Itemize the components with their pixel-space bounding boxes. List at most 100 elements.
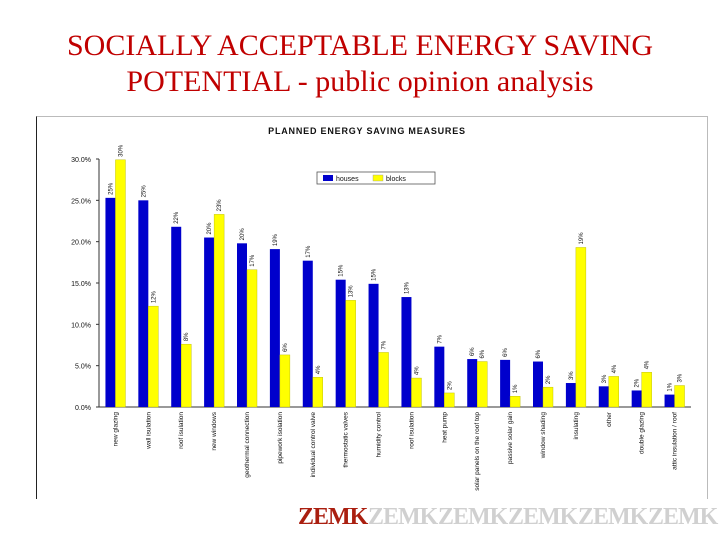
bar-blocks-8	[345, 300, 356, 408]
bar-blocks-3	[181, 343, 192, 408]
value-label-blocks-1: 30%	[118, 144, 124, 157]
bar-houses-6	[269, 249, 280, 407]
value-label-blocks-12: 6%	[480, 349, 486, 358]
bar-chart: PLANNED ENERGY SAVING MEASURES 0.0% 5.0% 1…	[71, 126, 691, 491]
bar-blocks-9	[378, 352, 389, 408]
value-label-blocks-17: 4%	[645, 360, 651, 369]
bar-houses-8	[335, 279, 346, 407]
value-label-blocks-9: 7%	[382, 340, 388, 349]
value-label-houses-3: 22%	[174, 211, 180, 224]
value-label-houses-11: 7%	[437, 334, 443, 343]
bar-blocks-6	[279, 354, 291, 408]
x-tick-label-15: insulating	[573, 412, 580, 440]
bar-blocks-10	[411, 377, 422, 408]
value-label-houses-8: 15%	[339, 264, 345, 277]
x-tick-label-10: roof isulation	[408, 412, 415, 449]
x-tick-label-4: new windows	[211, 411, 218, 450]
bar-blocks-12	[477, 361, 488, 408]
x-tick-label-18: attic insulation / roof	[672, 412, 679, 470]
bar-houses-2	[138, 200, 149, 407]
bar-houses-12	[467, 359, 478, 407]
value-label-houses-18: 1%	[668, 382, 674, 391]
value-label-blocks-13: 1%	[513, 384, 519, 393]
value-label-blocks-14: 2%	[546, 375, 552, 384]
slide-title: SOCIALLY ACCEPTABLE ENERGY SAVING POTENT…	[0, 28, 720, 100]
value-label-blocks-5: 17%	[250, 254, 256, 267]
value-label-houses-14: 6%	[536, 349, 542, 358]
x-tick-label-6: pipework isolation	[277, 412, 284, 464]
bar-blocks-16	[608, 376, 619, 408]
value-label-houses-7: 17%	[306, 245, 312, 258]
value-label-houses-12: 6%	[470, 347, 476, 356]
value-label-houses-6: 19%	[273, 233, 279, 246]
bars	[105, 159, 685, 408]
value-label-houses-1: 25%	[108, 182, 114, 195]
chart-frame: PLANNED ENERGY SAVING MEASURES 0.0% 5.0% 1…	[36, 116, 708, 499]
x-tick-label-8: thermostatic valves	[343, 411, 350, 467]
bar-blocks-4	[213, 214, 225, 408]
value-label-blocks-11: 2%	[447, 381, 453, 390]
bar-houses-7	[302, 260, 313, 407]
slide-title-line-1: SOCIALLY ACCEPTABLE ENERGY SAVING	[66, 29, 653, 62]
value-label-houses-4: 20%	[207, 222, 213, 235]
bar-houses-10	[401, 297, 412, 407]
x-tick-label-2: wall isulation	[145, 412, 152, 450]
value-label-blocks-3: 8%	[184, 332, 190, 341]
y-tick-label: 0.0%	[75, 405, 91, 412]
x-tick-label-12: solar panels on the roof top	[474, 412, 481, 491]
y-tick-labels: 0.0% 5.0% 10.0% 15.0% 20.0% 25.0% 30.0%	[71, 157, 99, 412]
zemk-logo-repeat: ZEMK	[508, 504, 579, 530]
bar-houses-9	[368, 283, 379, 407]
zemk-logo-repeat: ZEMK	[438, 504, 509, 530]
x-tick-label-1: new glazing	[112, 412, 119, 447]
bar-houses-11	[434, 346, 445, 407]
chart-title: PLANNED ENERGY SAVING MEASURES	[268, 126, 466, 136]
bar-blocks-17	[641, 372, 652, 408]
bar-houses-3	[171, 226, 182, 407]
bar-blocks-7	[312, 377, 323, 408]
value-label-blocks-2: 12%	[151, 290, 157, 303]
bar-houses-14	[533, 361, 543, 407]
bar-houses-17	[631, 390, 642, 407]
y-tick-label: 15.0%	[71, 281, 91, 288]
value-label-houses-17: 2%	[635, 378, 641, 387]
legend-swatch-blocks	[372, 174, 384, 182]
x-tick-label-3: roof isulation	[178, 412, 185, 449]
bar-blocks-5	[246, 269, 258, 408]
value-labels: 25% 30% 25% 12% 22% 8% 20% 23% 20% 17% 19% 6% 17% 4% 1…	[108, 144, 683, 393]
x-tick-label-7: individual control valve	[310, 412, 317, 478]
bar-blocks-15	[575, 247, 587, 408]
value-label-blocks-10: 4%	[414, 366, 420, 375]
y-tick-label: 20.0%	[71, 240, 91, 247]
bar-blocks-1	[115, 159, 126, 408]
x-tick-label-14: window shading	[540, 412, 547, 460]
bar-houses-18	[664, 394, 675, 407]
value-label-houses-2: 25%	[141, 185, 147, 198]
value-label-blocks-8: 13%	[349, 285, 355, 298]
y-tick-label: 25.0%	[71, 198, 91, 205]
legend: houses blocks	[316, 171, 436, 185]
legend-label-blocks: blocks	[386, 176, 406, 183]
legend-label-houses: houses	[336, 176, 359, 183]
zemk-logo-repeat: ZEMK	[648, 504, 719, 530]
bar-blocks-11	[444, 392, 455, 408]
x-tick-label-13: passive solar gain	[507, 412, 514, 464]
value-label-houses-10: 13%	[404, 281, 410, 294]
y-tick-label: 10.0%	[71, 322, 91, 329]
x-tick-label-9: humidity control	[376, 411, 383, 457]
value-label-blocks-16: 4%	[612, 364, 618, 373]
zemk-logo-watermark: ZEMK ZEMK ZEMK ZEMK ZEMK ZEMK	[298, 504, 720, 530]
y-tick-label: 5.0%	[75, 364, 91, 371]
bar-houses-5	[237, 243, 247, 407]
x-tick-labels: new glazing wall isulation roof isulation n…	[112, 411, 678, 491]
zemk-logo-repeat: ZEMK	[368, 504, 439, 530]
value-label-blocks-4: 23%	[217, 199, 223, 212]
bar-houses-13	[500, 359, 511, 407]
value-label-houses-9: 15%	[372, 268, 378, 281]
x-tick-label-5: geothermal connection	[244, 412, 251, 478]
bar-houses-4	[204, 237, 215, 407]
bar-blocks-13	[509, 396, 521, 408]
value-label-blocks-7: 4%	[316, 365, 322, 374]
y-tick-label: 30.0%	[71, 157, 91, 164]
value-label-houses-5: 20%	[240, 228, 246, 241]
